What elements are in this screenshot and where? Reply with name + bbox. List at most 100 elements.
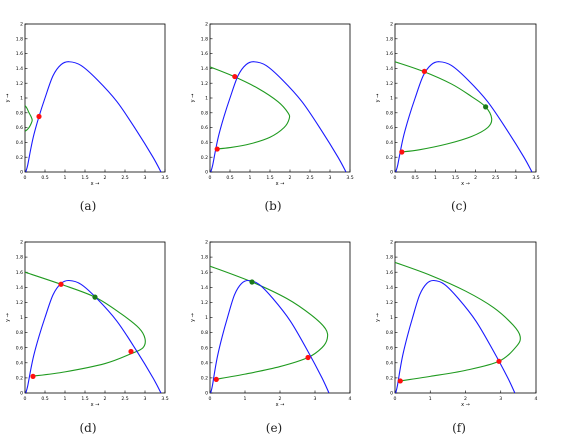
red-point: [58, 281, 64, 287]
y-axis-label: y →: [375, 313, 381, 322]
x-tick-label: 0.5: [41, 396, 48, 402]
green-curve: [25, 105, 33, 132]
y-tick-label: 2: [390, 22, 393, 28]
y-tick-label: 0.6: [201, 125, 208, 131]
x-axis-label: x →: [276, 402, 285, 408]
x-tick-label: 2: [104, 396, 107, 402]
y-tick-label: 1: [390, 315, 393, 321]
y-tick-label: 1.6: [201, 51, 208, 57]
x-tick-label: 1.5: [266, 175, 273, 181]
x-axis-label: x →: [461, 402, 470, 408]
y-tick-label: 1.6: [16, 270, 23, 276]
red-point: [36, 113, 42, 120]
x-tick-label: 0: [394, 175, 397, 181]
panel-b: 0 0.5 1 1.5 2 2.5 3 3.5 0 0.2 0.4 0.6 0.8 1 1.2 1.4 1.6 1…: [190, 22, 354, 213]
y-tick-label: 0.4: [201, 360, 208, 366]
red-point: [214, 146, 220, 152]
x-tick-label: 0: [24, 175, 27, 181]
blue-curve: [395, 279, 516, 393]
y-tick-label: 0: [390, 170, 393, 176]
plot-frame: [209, 241, 351, 394]
y-tick-label: 0.2: [386, 376, 393, 382]
green-point: [92, 294, 98, 300]
x-tick-label: 2.5: [121, 396, 128, 402]
y-tick-label: 1: [20, 315, 23, 321]
y-axis-label: y →: [5, 94, 11, 103]
y-tick-label: 0.6: [386, 125, 393, 131]
x-tick-label: 4: [349, 396, 352, 402]
y-tick-label: 0.8: [16, 330, 23, 336]
y-tick-label: 0.4: [16, 140, 23, 146]
y-tick-label: 0.2: [201, 376, 208, 382]
plot-frame: [24, 23, 166, 173]
y-tick-label: 1.4: [386, 66, 393, 72]
x-tick-label: 3: [329, 175, 332, 181]
x-tick-label: 1.5: [452, 175, 459, 181]
y-tick-label: 0.8: [16, 110, 23, 116]
x-tick-label: 0.5: [41, 175, 48, 181]
blue-curve: [25, 61, 162, 172]
x-tick-label: 0: [24, 396, 27, 402]
panel-caption: (d): [79, 421, 96, 435]
y-tick-label: 1.8: [386, 255, 393, 261]
y-tick-label: 0.8: [386, 330, 393, 336]
x-tick-label: 3.5: [161, 396, 168, 402]
x-tick-label: 3: [144, 396, 147, 402]
plot-frame: [24, 241, 166, 394]
x-tick-label: 0: [209, 396, 212, 402]
red-point: [232, 73, 238, 80]
panel-caption: (a): [80, 199, 97, 213]
y-axis-label: y →: [5, 313, 11, 322]
y-tick-label: 0.6: [386, 345, 393, 351]
x-tick-label: 2.5: [492, 175, 499, 181]
x-tick-label: 3: [314, 396, 317, 402]
y-tick-label: 1.8: [16, 255, 23, 261]
y-tick-label: 0: [205, 170, 208, 176]
y-tick-label: 1.4: [201, 285, 208, 291]
x-tick-label: 2.5: [306, 175, 313, 181]
y-axis-label: y →: [190, 94, 196, 103]
red-point: [399, 149, 405, 155]
y-tick-label: 1.6: [386, 51, 393, 57]
y-tick-label: 0.8: [201, 110, 208, 116]
x-tick-label: 3: [514, 175, 517, 181]
y-tick-label: 1: [20, 96, 23, 102]
red-point: [30, 373, 36, 379]
y-tick-label: 1.2: [16, 81, 23, 87]
plot-frame: [209, 23, 351, 173]
red-point: [496, 358, 502, 364]
panel-e: 0 1 2 3 400.20.40.60.811.21.41.61.82x →y →(e…: [190, 240, 352, 435]
y-tick-label: 1: [205, 96, 208, 102]
y-tick-label: 1.2: [386, 81, 393, 87]
y-tick-label: 1.4: [16, 66, 23, 72]
y-tick-label: 1.8: [386, 36, 393, 42]
y-tick-label: 0.4: [201, 140, 208, 146]
panel-c: 0 0.5 1 1.5 2 2.5 3 3.5 0 0.2 0.4 0.6 0.8 1 1.2 1.4 1.6 1…: [375, 22, 540, 213]
green-point: [483, 104, 489, 110]
y-tick-label: 0.2: [386, 155, 393, 161]
x-axis-label: x →: [461, 181, 470, 187]
red-point: [128, 348, 134, 355]
x-tick-label: 1: [244, 396, 247, 402]
y-tick-label: 0.6: [201, 345, 208, 351]
red-point: [305, 354, 311, 361]
x-tick-label: 2.5: [121, 175, 128, 181]
y-tick-label: 0.4: [386, 360, 393, 366]
x-tick-label: 0: [209, 175, 212, 181]
x-tick-label: 2: [474, 175, 477, 181]
x-tick-label: 2: [464, 396, 467, 402]
x-tick-label: 1.5: [81, 175, 88, 181]
y-tick-label: 0: [390, 391, 393, 397]
panel-caption: (c): [451, 199, 467, 213]
red-point: [213, 376, 219, 383]
green-curve: [210, 265, 329, 380]
y-tick-label: 1.6: [386, 270, 393, 276]
panel-caption: (f): [452, 421, 466, 435]
green-curve: [25, 271, 146, 377]
x-tick-label: 3: [144, 175, 147, 181]
y-axis-label: y →: [375, 94, 381, 103]
y-axis-label: y →: [190, 313, 196, 322]
y-tick-label: 2: [390, 240, 393, 246]
y-tick-label: 1: [205, 315, 208, 321]
